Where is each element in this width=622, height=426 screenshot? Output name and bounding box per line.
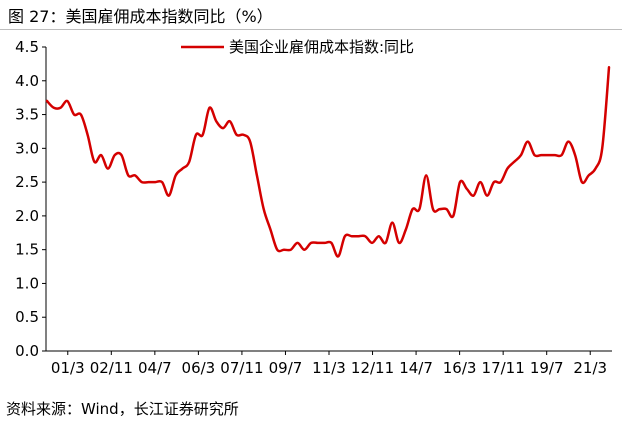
- legend: 美国企业雇佣成本指数:同比: [181, 38, 414, 56]
- x-tick-label: 12/11: [351, 359, 394, 377]
- x-tick-label: 02/11: [90, 359, 133, 377]
- x-tick-label: 14/7: [399, 359, 433, 377]
- y-tick-label: 4.5: [15, 38, 39, 56]
- y-tick-label: 0.5: [15, 308, 39, 326]
- x-tick-label: 17/11: [482, 359, 525, 377]
- y-tick-label: 3.0: [15, 139, 39, 157]
- x-tick-label: 04/7: [138, 359, 172, 377]
- figure-title: 图 27：美国雇佣成本指数同比（%）: [8, 7, 273, 26]
- y-tick-label: 1.0: [15, 274, 39, 292]
- legend-label: 美国企业雇佣成本指数:同比: [229, 38, 414, 56]
- line-chart: 0.0 0.5 1.0 1.5 2.0 2.5 3.0 3.5 4.0 4.5 01/3 02/11…: [15, 38, 612, 377]
- x-tick-label: 11/3: [312, 359, 346, 377]
- y-tick-label: 3.5: [15, 106, 39, 124]
- x-tick-label: 01/3: [51, 359, 85, 377]
- figure-title-bar: 图 27：美国雇佣成本指数同比（%）: [0, 0, 622, 30]
- x-tick-label: 19/7: [530, 359, 564, 377]
- y-tick-label: 2.5: [15, 173, 39, 191]
- x-tick-label: 06/3: [182, 359, 216, 377]
- x-axis: 01/3 02/11 04/7 06/3 07/11 09/7 11/3 12/11 14/7 1…: [46, 350, 612, 377]
- x-tick-label: 21/3: [573, 359, 607, 377]
- source-note: 资料来源：Wind，长江证券研究所: [6, 400, 239, 418]
- y-tick-label: 0.0: [15, 342, 39, 360]
- series-layer: [45, 66, 611, 258]
- x-tick-label: 07/11: [220, 359, 263, 377]
- x-tick-label: 16/3: [443, 359, 477, 377]
- x-tick-label: 09/7: [269, 359, 303, 377]
- y-tick-label: 1.5: [15, 241, 39, 259]
- y-tick-label: 2.0: [15, 207, 39, 225]
- series-line: [45, 66, 611, 258]
- y-tick-label: 4.0: [15, 72, 39, 90]
- y-axis: 0.0 0.5 1.0 1.5 2.0 2.5 3.0 3.5 4.0 4.5: [15, 38, 47, 360]
